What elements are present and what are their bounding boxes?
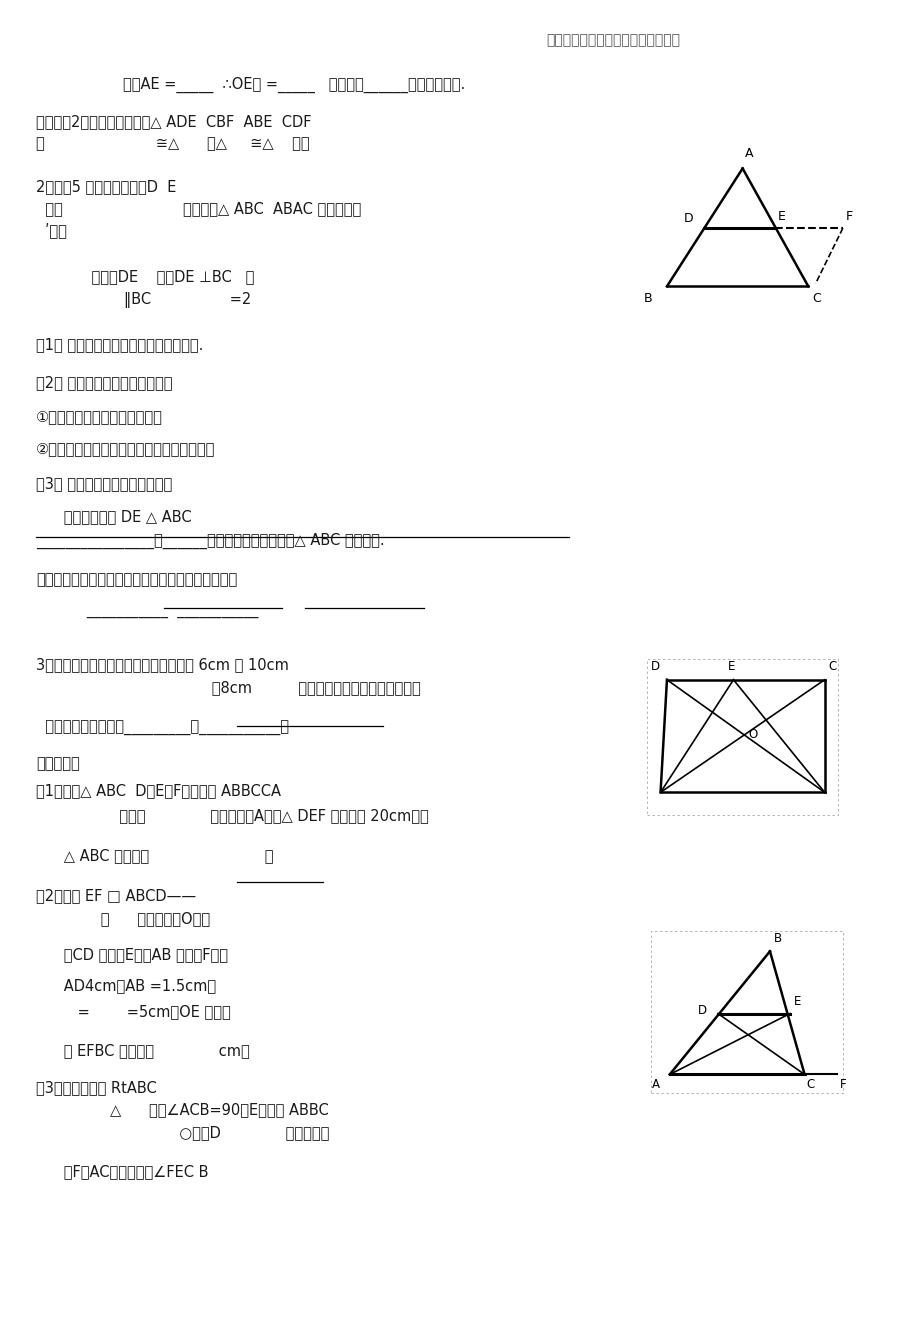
Text: A: A — [651, 1078, 659, 1092]
Text: 形的长和面积分别是_________和___________。: 形的长和面积分别是_________和___________。 — [36, 721, 289, 736]
Text: E: E — [727, 660, 734, 673]
Text: ②证明线段的倍数或几分之一常用什么方法？: ②证明线段的倍数或几分之一常用什么方法？ — [36, 441, 215, 456]
Text: D: D — [698, 1004, 707, 1017]
Text: ʹ点，: ʹ点， — [36, 223, 67, 239]
Text: C: C — [806, 1078, 814, 1092]
Text: 过      对称轴交点O，并: 过 对称轴交点O，并 — [36, 912, 210, 926]
Text: （2）已知 EF □ ABCD——: （2）已知 EF □ ABCD—— — [36, 888, 196, 902]
Text: （1） 学用添辅助线的方法造全等三角形.: （1） 学用添辅助线的方法造全等三角形. — [36, 337, 203, 352]
Text: D: D — [683, 212, 692, 225]
Text: △      中，∠ACB=90，E分别是 ABBC: △ 中，∠ACB=90，E分别是 ABBC — [36, 1102, 328, 1117]
Text: 又：AE =_____  ∴OE， =_____   即四边形______是平行四边形.: 又：AE =_____ ∴OE， =_____ 即四边形______是平行四边形… — [122, 77, 464, 93]
Text: D: D — [650, 660, 659, 673]
Text: ○，点D              、的中点，: ○，点D 、的中点， — [36, 1125, 329, 1140]
Text: B: B — [773, 932, 781, 945]
Text: B: B — [643, 292, 652, 305]
Text: ___________  ___________: ___________ ___________ — [36, 603, 258, 619]
Text: 本题中的线段 DE △ ABC: 本题中的线段 DE △ ABC — [36, 509, 191, 524]
Text: E: E — [777, 209, 785, 223]
Text: （1）已知△ ABC  D、E、F分别是边 ABBCCA: （1）已知△ ABC D、E、F分别是边 ABBCCA — [36, 782, 281, 798]
Text: （2） 小组讨论、分析证明方法：: （2） 小组讨论、分析证明方法： — [36, 375, 173, 391]
Text: 如有你有帮助，请购买下载，谢谢！: 如有你有帮助，请购买下载，谢谢！ — [546, 33, 680, 47]
Text: F: F — [839, 1078, 845, 1092]
Text: 形 EFBC 的周长是              cm。: 形 EFBC 的周长是 cm。 — [36, 1042, 250, 1057]
Text: F: F — [845, 209, 852, 223]
Text: △ ABC 的周长为                         。: △ ABC 的周长为 。 — [36, 848, 273, 862]
Text: 点F在AC延长线上，∠FEC B: 点F在AC延长线上，∠FEC B — [36, 1165, 209, 1180]
Text: AD4cm，AB =1.5cm，: AD4cm，AB =1.5cm， — [36, 978, 216, 993]
Text: （3）如下图，在 RtABC: （3）如下图，在 RtABC — [36, 1080, 156, 1094]
Text: 学习                          ，分别为△ ABC  ABAC 的边、的中: 学习 ，分别为△ ABC ABAC 的边、的中 — [36, 201, 361, 216]
Text: 证明方法2（提示：考虑证明△ ADE  CBF  ABE  CDF: 证明方法2（提示：考虑证明△ ADE CBF ABE CDF — [36, 115, 312, 129]
Text: A: A — [744, 148, 753, 160]
Text: E: E — [793, 996, 800, 1008]
Text: C: C — [827, 660, 835, 673]
Text: 求证：DE    ，且DE ⊥BC   。: 求证：DE ，且DE ⊥BC 。 — [36, 269, 255, 284]
Text: 自结测试：: 自结测试： — [36, 757, 80, 772]
Text: （3） 认识三角形的中位线概念：: （3） 认识三角形的中位线概念： — [36, 476, 172, 491]
Text: ‖BC                 =2: ‖BC =2 — [36, 292, 251, 308]
Text: ①证明线段相等的方法有哪些？: ①证明线段相等的方法有哪些？ — [36, 409, 163, 424]
Text: O: O — [747, 728, 756, 741]
Text: 2．例题5 已知：如图，点D  E: 2．例题5 已知：如图，点D E — [36, 179, 176, 195]
Text: C: C — [811, 292, 820, 305]
Text: 、8cm          ，顺次连接各边中点所得的三角: 、8cm ，顺次连接各边中点所得的三角 — [36, 680, 420, 694]
Text: ：                        ≅△      或△     ≅△    等）: ： ≅△ 或△ ≅△ 等） — [36, 137, 310, 152]
Text: =        =5cm，OE 则四边: = =5cm，OE 则四边 — [36, 1004, 231, 1020]
Text: ________________是______两边中点的连线，叫做△ ABC 的中位线.: ________________是______两边中点的连线，叫做△ ABC 的… — [36, 533, 384, 549]
Text: 交CD 边于点E、交AB 边于点F，若: 交CD 边于点E、交AB 边于点F，若 — [36, 948, 228, 962]
Text: 3．补充例题：已知三角形的边长分别是 6cm 和 10cm: 3．补充例题：已知三角形的边长分别是 6cm 和 10cm — [36, 657, 289, 672]
Text: 用文字表述本例题中的结论（三角形中位线定理）：: 用文字表述本例题中的结论（三角形中位线定理）： — [36, 572, 237, 588]
Text: 中、、              ，、的中点A，若△ DEF 的周长为 20cm，则: 中、、 ，、的中点A，若△ DEF 的周长为 20cm，则 — [36, 808, 428, 824]
